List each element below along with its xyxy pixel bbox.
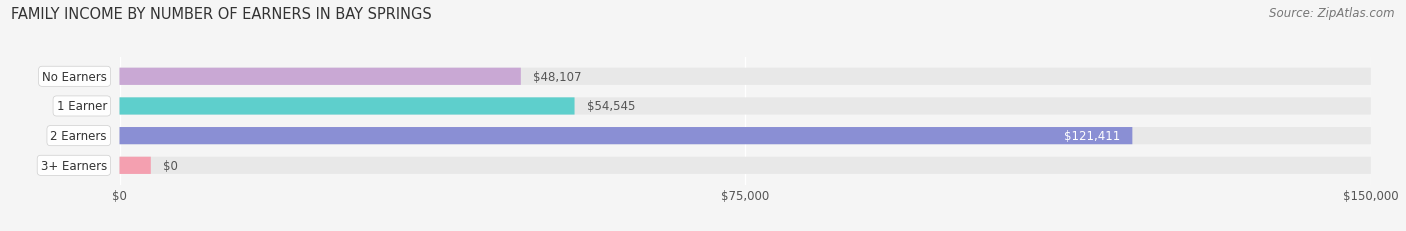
FancyBboxPatch shape: [120, 68, 520, 85]
Text: $0: $0: [163, 159, 179, 172]
FancyBboxPatch shape: [120, 98, 1371, 115]
Text: $54,545: $54,545: [588, 100, 636, 113]
Text: Source: ZipAtlas.com: Source: ZipAtlas.com: [1270, 7, 1395, 20]
Text: 3+ Earners: 3+ Earners: [41, 159, 107, 172]
FancyBboxPatch shape: [120, 68, 1371, 85]
Text: No Earners: No Earners: [42, 70, 107, 83]
Text: $121,411: $121,411: [1063, 130, 1119, 143]
FancyBboxPatch shape: [120, 128, 1132, 145]
Text: 2 Earners: 2 Earners: [51, 130, 107, 143]
FancyBboxPatch shape: [120, 128, 1371, 145]
Text: FAMILY INCOME BY NUMBER OF EARNERS IN BAY SPRINGS: FAMILY INCOME BY NUMBER OF EARNERS IN BA…: [11, 7, 432, 22]
FancyBboxPatch shape: [120, 157, 150, 174]
Text: $48,107: $48,107: [533, 70, 582, 83]
Text: 1 Earner: 1 Earner: [56, 100, 107, 113]
FancyBboxPatch shape: [120, 98, 575, 115]
FancyBboxPatch shape: [120, 157, 1371, 174]
